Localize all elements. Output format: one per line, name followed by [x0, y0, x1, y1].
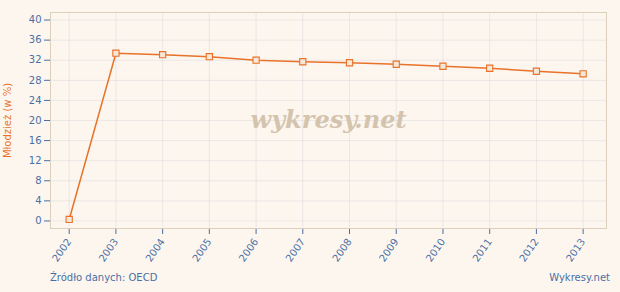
svg-text:2002: 2002 [50, 236, 74, 263]
svg-text:4: 4 [35, 195, 41, 206]
html-text:Źródło danych: OECD: Źródło danych: OECD [50, 272, 158, 283]
svg-text:2012: 2012 [517, 236, 541, 263]
html-text:Wykresy.net: Wykresy.net [549, 272, 610, 283]
svg-text:32: 32 [29, 54, 42, 65]
svg-text:20: 20 [29, 115, 42, 126]
svg-text:24: 24 [29, 95, 42, 106]
svg-text:2005: 2005 [190, 236, 214, 263]
svg-text:2003: 2003 [97, 236, 121, 263]
svg-text:2010: 2010 [424, 236, 448, 263]
svg-text:2013: 2013 [564, 236, 588, 263]
svg-text:wykresy.net: wykresy.net [250, 105, 406, 134]
svg-text:2009: 2009 [377, 236, 401, 263]
svg-text:36: 36 [29, 34, 42, 45]
svg-text:2008: 2008 [330, 236, 354, 263]
svg-text:12: 12 [29, 155, 42, 166]
svg-text:40: 40 [29, 14, 42, 25]
svg-text:16: 16 [29, 135, 42, 146]
svg-text:2007: 2007 [283, 236, 307, 263]
svg-text:2011: 2011 [470, 236, 494, 263]
svg-text:Młodzież (w %): Młodzież (w %) [2, 83, 13, 158]
svg-text:28: 28 [29, 75, 42, 86]
svg-text:2004: 2004 [143, 236, 167, 263]
svg-text:0: 0 [35, 215, 41, 226]
svg-text:2006: 2006 [237, 236, 261, 263]
svg-text:8: 8 [35, 175, 41, 186]
